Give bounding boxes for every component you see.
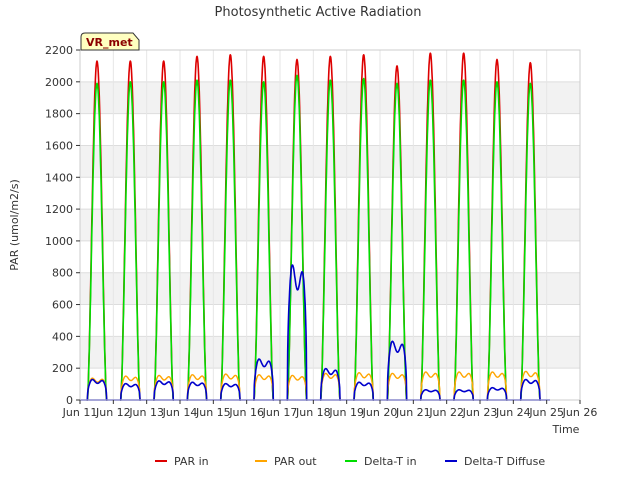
series-line-diffuse bbox=[419, 389, 441, 401]
series-line-dt_in bbox=[86, 82, 108, 401]
x-tick-label: Jun 26 bbox=[562, 406, 598, 419]
series-line-par_out bbox=[453, 371, 474, 401]
legend-label: Delta-T Diffuse bbox=[464, 455, 545, 468]
x-tick-label: Jun 19 bbox=[328, 406, 364, 419]
x-tick-label: Jun 16 bbox=[228, 406, 264, 419]
series-line-par_out bbox=[420, 371, 441, 401]
y-tick-label: 600 bbox=[52, 299, 73, 312]
series-line-par_out bbox=[153, 374, 174, 401]
y-axis-ticks: 0 200 400 600 800 1000 1200 1400 1600 1800 2000 220… bbox=[45, 44, 80, 407]
grid-band bbox=[80, 209, 580, 241]
series-line-par_out bbox=[353, 372, 374, 401]
series-line-dt_in bbox=[353, 77, 375, 401]
series-line-diffuse bbox=[519, 378, 541, 401]
y-axis-label: PAR (umol/m2/s) bbox=[8, 179, 21, 271]
y-tick-label: 1200 bbox=[45, 203, 73, 216]
y-tick-label: 1800 bbox=[45, 108, 73, 121]
series-line-par_out bbox=[253, 374, 274, 401]
series-line-par_out bbox=[486, 371, 508, 401]
plot-frame bbox=[79, 49, 581, 401]
grid-band bbox=[80, 145, 580, 178]
legend-label: PAR out bbox=[274, 455, 317, 468]
background-bands bbox=[80, 81, 580, 369]
y-tick-label: 800 bbox=[52, 267, 73, 280]
series-line-diffuse bbox=[386, 340, 408, 401]
x-tick-label: Jun 13 bbox=[128, 406, 164, 419]
x-axis-label: Time bbox=[552, 423, 580, 436]
grid-lines bbox=[79, 49, 581, 401]
series-line-diffuse bbox=[86, 378, 108, 401]
site-badge-box bbox=[80, 32, 140, 51]
grid-band bbox=[80, 336, 580, 369]
series-line-par_out bbox=[186, 374, 208, 401]
x-tick-label: Jun 11 bbox=[62, 406, 98, 419]
y-tick-label: 200 bbox=[52, 362, 73, 375]
x-tick-label: Jun 18 bbox=[295, 406, 331, 419]
series-line-dt_in bbox=[519, 82, 541, 401]
x-tick-label: Jun 15 bbox=[195, 406, 231, 419]
x-tick-label: Jun 14 bbox=[162, 406, 198, 419]
series-line-diffuse bbox=[453, 389, 475, 401]
grid-band bbox=[80, 272, 580, 305]
x-tick-label: Jun 17 bbox=[262, 406, 298, 419]
legend-label: Delta-T in bbox=[364, 455, 417, 468]
series-line-dt_in bbox=[319, 79, 341, 401]
series-line-par_out bbox=[386, 372, 408, 401]
series-line-par_out bbox=[520, 370, 541, 401]
series-line-par_out bbox=[120, 375, 141, 401]
series-line-dt_in bbox=[253, 81, 275, 401]
series-line-dt_in bbox=[386, 82, 408, 401]
series-line-diffuse bbox=[153, 380, 175, 401]
series-line-dt_in bbox=[153, 81, 175, 401]
series-line-dt_in bbox=[419, 79, 441, 401]
series-line-par_out bbox=[286, 374, 308, 401]
x-tick-label: Jun 12 bbox=[95, 406, 131, 419]
series-line-dt_in bbox=[186, 79, 208, 401]
legend-label: PAR in bbox=[174, 455, 209, 468]
series-lines bbox=[80, 52, 550, 401]
y-tick-label: 0 bbox=[66, 394, 73, 407]
x-tick-label: Jun 20 bbox=[362, 406, 398, 419]
series-line-dt_in bbox=[486, 81, 508, 401]
series-line-diffuse bbox=[119, 382, 141, 401]
series-line-dt_in bbox=[453, 79, 475, 401]
y-tick-label: 400 bbox=[52, 330, 73, 343]
series-line-diffuse bbox=[286, 264, 308, 401]
series-line-diffuse bbox=[486, 386, 508, 401]
series-line-dt_in bbox=[219, 79, 241, 401]
x-tick-label: Jun 23 bbox=[462, 406, 498, 419]
y-tick-label: 2000 bbox=[45, 76, 73, 89]
series-line-diffuse bbox=[353, 381, 375, 401]
y-tick-label: 1400 bbox=[45, 171, 73, 184]
y-tick-label: 2200 bbox=[45, 44, 73, 57]
x-tick-label: Jun 21 bbox=[395, 406, 431, 419]
chart-title: Photosynthetic Active Radiation bbox=[215, 5, 422, 20]
series-line-diffuse bbox=[219, 382, 241, 401]
series-line-par_out bbox=[220, 373, 241, 401]
x-tick-label: Jun 22 bbox=[428, 406, 464, 419]
site-badge-label: VR_met bbox=[86, 36, 133, 49]
legend: PAR in PAR out Delta-T in Delta-T Diffuse bbox=[155, 455, 545, 468]
x-tick-label: Jun 25 bbox=[528, 406, 564, 419]
series-line-diffuse bbox=[186, 381, 208, 401]
x-tick-label: Jun 24 bbox=[495, 406, 531, 419]
y-tick-label: 1000 bbox=[45, 235, 73, 248]
y-tick-label: 1600 bbox=[45, 139, 73, 152]
series-line-diffuse bbox=[319, 367, 341, 401]
site-badge: VR_met bbox=[80, 32, 140, 51]
series-line-dt_in bbox=[119, 81, 141, 401]
series-line-par_out bbox=[320, 372, 341, 401]
series-line-diffuse bbox=[253, 358, 275, 401]
series-line-dt_in bbox=[286, 74, 308, 401]
